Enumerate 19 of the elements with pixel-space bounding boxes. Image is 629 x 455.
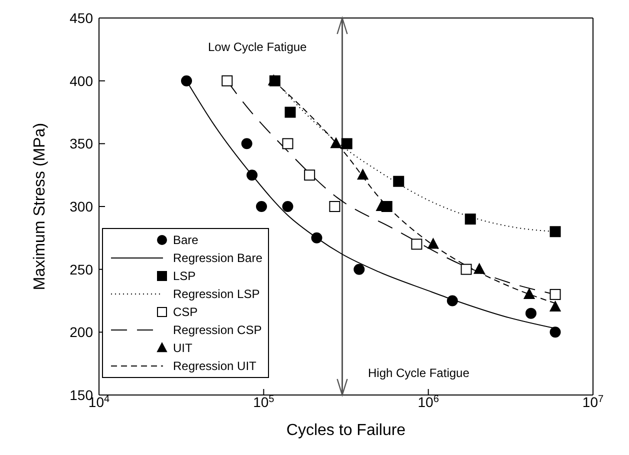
annotation: High Cycle Fatigue — [368, 366, 470, 380]
legend-label: Regression CSP — [173, 323, 262, 337]
legend-label: Regression LSP — [173, 287, 260, 301]
x-axis-title: Cycles to Failure — [286, 422, 406, 439]
y-tick-label: 450 — [70, 10, 94, 26]
y-axis-title: Maximum Stress (MPa) — [32, 122, 49, 290]
legend-label: Bare — [173, 233, 198, 247]
legend-label: UIT — [173, 341, 192, 355]
legend-label: CSP — [173, 305, 198, 319]
x-tick-label: 10$^{7}$ — [582, 394, 604, 410]
y-tick-label: 400 — [70, 72, 94, 89]
y-tick-label: 200 — [70, 324, 94, 340]
y-tick-label: 250 — [70, 261, 94, 278]
legend-label: Regression UIT — [173, 359, 256, 373]
annotation: Low Cycle Fatigue — [208, 40, 307, 54]
y-tick-label: 300 — [70, 198, 94, 214]
y-tick-label: 350 — [70, 136, 94, 152]
legend-label: LSP — [173, 269, 196, 283]
legend-label: Regression Bare — [173, 251, 262, 265]
